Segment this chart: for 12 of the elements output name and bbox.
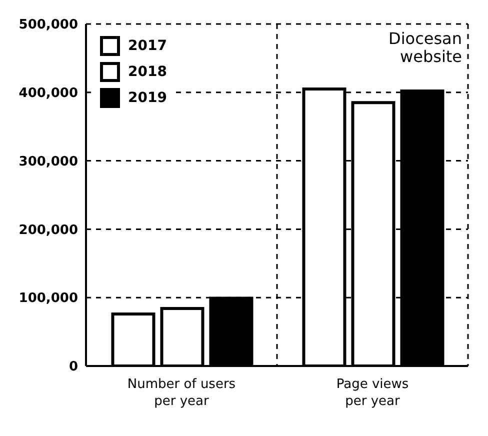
legend-label: 2019 [128,90,167,106]
x-tick-label: Page views per year [336,377,409,409]
legend-label: 2018 [128,64,167,80]
legend-label: 2017 [128,38,167,54]
text: Diocesan website [372,29,462,66]
y-tick-label: 500,000 [18,18,78,33]
y-tick-label: 300,000 [18,154,78,170]
x-tick-label: Number of users per year [127,377,236,409]
y-tick-label: 400,000 [18,86,78,102]
y-tick-label: 100,000 [18,291,78,306]
y-tick-label: 0 [68,360,78,375]
y-tick-label: 200,000 [18,222,78,238]
